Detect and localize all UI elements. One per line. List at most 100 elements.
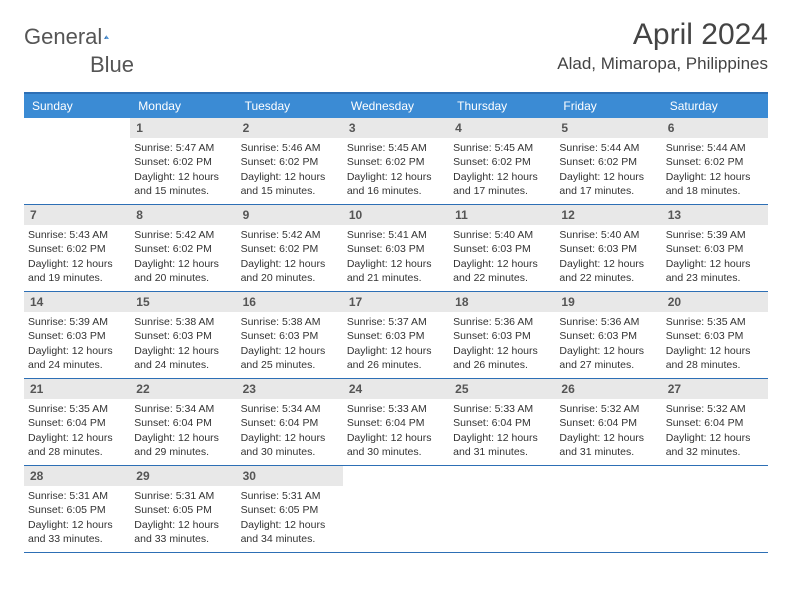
- day-cell: 9Sunrise: 5:42 AMSunset: 6:02 PMDaylight…: [237, 205, 343, 291]
- day-body: Sunrise: 5:33 AMSunset: 6:04 PMDaylight:…: [343, 399, 449, 463]
- sunset-text: Sunset: 6:02 PM: [241, 242, 339, 256]
- day-number: 7: [24, 205, 130, 225]
- daylight-text: Daylight: 12 hours and 23 minutes.: [666, 257, 764, 285]
- day-cell: 3Sunrise: 5:45 AMSunset: 6:02 PMDaylight…: [343, 118, 449, 204]
- daylight-text: Daylight: 12 hours and 24 minutes.: [134, 344, 232, 372]
- sunset-text: Sunset: 6:04 PM: [453, 416, 551, 430]
- day-body: Sunrise: 5:46 AMSunset: 6:02 PMDaylight:…: [237, 138, 343, 202]
- day-number: 16: [237, 292, 343, 312]
- day-body: Sunrise: 5:36 AMSunset: 6:03 PMDaylight:…: [555, 312, 661, 376]
- day-body: Sunrise: 5:36 AMSunset: 6:03 PMDaylight:…: [449, 312, 555, 376]
- day-body: Sunrise: 5:47 AMSunset: 6:02 PMDaylight:…: [130, 138, 236, 202]
- sunrise-text: Sunrise: 5:39 AM: [666, 228, 764, 242]
- sunset-text: Sunset: 6:04 PM: [134, 416, 232, 430]
- sunset-text: Sunset: 6:02 PM: [134, 242, 232, 256]
- day-number: 11: [449, 205, 555, 225]
- daylight-text: Daylight: 12 hours and 26 minutes.: [453, 344, 551, 372]
- daylight-text: Daylight: 12 hours and 22 minutes.: [559, 257, 657, 285]
- sunrise-text: Sunrise: 5:31 AM: [134, 489, 232, 503]
- week-row: 28Sunrise: 5:31 AMSunset: 6:05 PMDayligh…: [24, 466, 768, 553]
- sunrise-text: Sunrise: 5:31 AM: [28, 489, 126, 503]
- week-row: 1Sunrise: 5:47 AMSunset: 6:02 PMDaylight…: [24, 118, 768, 205]
- sunset-text: Sunset: 6:05 PM: [134, 503, 232, 517]
- day-cell: [24, 118, 130, 204]
- daylight-text: Daylight: 12 hours and 22 minutes.: [453, 257, 551, 285]
- sunrise-text: Sunrise: 5:35 AM: [28, 402, 126, 416]
- daylight-text: Daylight: 12 hours and 20 minutes.: [241, 257, 339, 285]
- sunset-text: Sunset: 6:02 PM: [666, 155, 764, 169]
- daylight-text: Daylight: 12 hours and 25 minutes.: [241, 344, 339, 372]
- sunset-text: Sunset: 6:02 PM: [559, 155, 657, 169]
- sunset-text: Sunset: 6:03 PM: [453, 329, 551, 343]
- day-cell: 25Sunrise: 5:33 AMSunset: 6:04 PMDayligh…: [449, 379, 555, 465]
- sunrise-text: Sunrise: 5:43 AM: [28, 228, 126, 242]
- sunrise-text: Sunrise: 5:41 AM: [347, 228, 445, 242]
- day-body: Sunrise: 5:39 AMSunset: 6:03 PMDaylight:…: [662, 225, 768, 289]
- sunrise-text: Sunrise: 5:37 AM: [347, 315, 445, 329]
- day-body: Sunrise: 5:37 AMSunset: 6:03 PMDaylight:…: [343, 312, 449, 376]
- sunset-text: Sunset: 6:04 PM: [347, 416, 445, 430]
- day-number: 18: [449, 292, 555, 312]
- day-body: Sunrise: 5:39 AMSunset: 6:03 PMDaylight:…: [24, 312, 130, 376]
- day-cell: 19Sunrise: 5:36 AMSunset: 6:03 PMDayligh…: [555, 292, 661, 378]
- dow-cell: Thursday: [449, 94, 555, 118]
- sunrise-text: Sunrise: 5:36 AM: [453, 315, 551, 329]
- day-cell: [449, 466, 555, 552]
- sunset-text: Sunset: 6:04 PM: [28, 416, 126, 430]
- day-cell: 5Sunrise: 5:44 AMSunset: 6:02 PMDaylight…: [555, 118, 661, 204]
- sunrise-text: Sunrise: 5:32 AM: [559, 402, 657, 416]
- day-body: Sunrise: 5:38 AMSunset: 6:03 PMDaylight:…: [237, 312, 343, 376]
- day-cell: 23Sunrise: 5:34 AMSunset: 6:04 PMDayligh…: [237, 379, 343, 465]
- sunrise-text: Sunrise: 5:32 AM: [666, 402, 764, 416]
- day-number: 1: [130, 118, 236, 138]
- sunrise-text: Sunrise: 5:33 AM: [453, 402, 551, 416]
- sunset-text: Sunset: 6:05 PM: [241, 503, 339, 517]
- day-cell: 15Sunrise: 5:38 AMSunset: 6:03 PMDayligh…: [130, 292, 236, 378]
- sunrise-text: Sunrise: 5:34 AM: [134, 402, 232, 416]
- daylight-text: Daylight: 12 hours and 15 minutes.: [241, 170, 339, 198]
- brand-word2: Blue: [90, 52, 134, 77]
- sunset-text: Sunset: 6:02 PM: [28, 242, 126, 256]
- day-number: 14: [24, 292, 130, 312]
- day-number: 13: [662, 205, 768, 225]
- dow-header-row: SundayMondayTuesdayWednesdayThursdayFrid…: [24, 94, 768, 118]
- day-number: 6: [662, 118, 768, 138]
- sunset-text: Sunset: 6:03 PM: [453, 242, 551, 256]
- daylight-text: Daylight: 12 hours and 27 minutes.: [559, 344, 657, 372]
- day-number: 2: [237, 118, 343, 138]
- daylight-text: Daylight: 12 hours and 28 minutes.: [666, 344, 764, 372]
- day-body: Sunrise: 5:31 AMSunset: 6:05 PMDaylight:…: [130, 486, 236, 550]
- sunset-text: Sunset: 6:05 PM: [28, 503, 126, 517]
- daylight-text: Daylight: 12 hours and 33 minutes.: [134, 518, 232, 546]
- day-cell: 4Sunrise: 5:45 AMSunset: 6:02 PMDaylight…: [449, 118, 555, 204]
- daylight-text: Daylight: 12 hours and 32 minutes.: [666, 431, 764, 459]
- day-body: Sunrise: 5:31 AMSunset: 6:05 PMDaylight:…: [24, 486, 130, 550]
- dow-cell: Friday: [555, 94, 661, 118]
- day-body: Sunrise: 5:43 AMSunset: 6:02 PMDaylight:…: [24, 225, 130, 289]
- day-body: Sunrise: 5:40 AMSunset: 6:03 PMDaylight:…: [449, 225, 555, 289]
- day-body: Sunrise: 5:32 AMSunset: 6:04 PMDaylight:…: [555, 399, 661, 463]
- day-number: 8: [130, 205, 236, 225]
- calendar: SundayMondayTuesdayWednesdayThursdayFrid…: [24, 92, 768, 553]
- sunrise-text: Sunrise: 5:39 AM: [28, 315, 126, 329]
- dow-cell: Saturday: [662, 94, 768, 118]
- daylight-text: Daylight: 12 hours and 30 minutes.: [347, 431, 445, 459]
- day-body: Sunrise: 5:34 AMSunset: 6:04 PMDaylight:…: [130, 399, 236, 463]
- daylight-text: Daylight: 12 hours and 16 minutes.: [347, 170, 445, 198]
- daylight-text: Daylight: 12 hours and 29 minutes.: [134, 431, 232, 459]
- brand-word1: General: [24, 24, 102, 50]
- sunset-text: Sunset: 6:04 PM: [666, 416, 764, 430]
- week-row: 14Sunrise: 5:39 AMSunset: 6:03 PMDayligh…: [24, 292, 768, 379]
- dow-cell: Monday: [130, 94, 236, 118]
- day-cell: 8Sunrise: 5:42 AMSunset: 6:02 PMDaylight…: [130, 205, 236, 291]
- sunset-text: Sunset: 6:02 PM: [453, 155, 551, 169]
- daylight-text: Daylight: 12 hours and 17 minutes.: [453, 170, 551, 198]
- sunset-text: Sunset: 6:04 PM: [241, 416, 339, 430]
- day-cell: 17Sunrise: 5:37 AMSunset: 6:03 PMDayligh…: [343, 292, 449, 378]
- day-cell: 21Sunrise: 5:35 AMSunset: 6:04 PMDayligh…: [24, 379, 130, 465]
- day-number: 24: [343, 379, 449, 399]
- day-number: 23: [237, 379, 343, 399]
- day-cell: 2Sunrise: 5:46 AMSunset: 6:02 PMDaylight…: [237, 118, 343, 204]
- day-cell: 10Sunrise: 5:41 AMSunset: 6:03 PMDayligh…: [343, 205, 449, 291]
- daylight-text: Daylight: 12 hours and 26 minutes.: [347, 344, 445, 372]
